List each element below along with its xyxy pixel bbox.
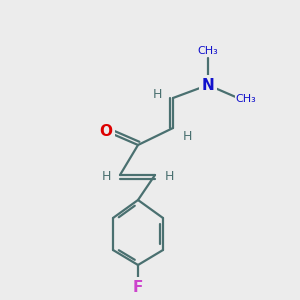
Text: F: F <box>133 280 143 295</box>
Text: CH₃: CH₃ <box>198 46 218 56</box>
Text: N: N <box>202 77 214 92</box>
Text: CH₃: CH₃ <box>236 94 256 104</box>
Text: H: H <box>101 170 111 184</box>
Text: H: H <box>164 170 174 184</box>
Text: H: H <box>182 130 192 142</box>
Text: O: O <box>100 124 112 140</box>
Text: H: H <box>152 88 162 100</box>
